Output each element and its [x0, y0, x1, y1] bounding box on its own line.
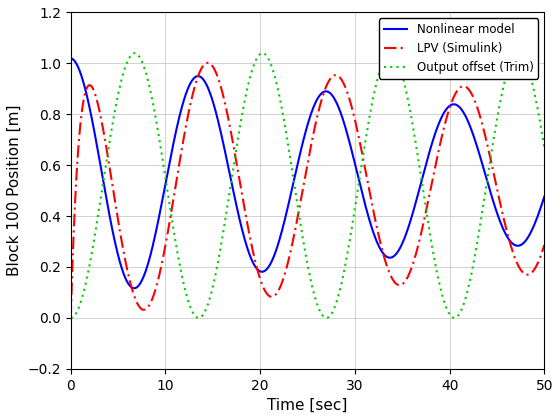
- Output offset (Trim): [153, 121, 160, 126]
- Output offset (Trim): [457, 310, 464, 315]
- Nonlinear model: [421, 168, 427, 173]
- Nonlinear model: [541, 194, 548, 199]
- Nonlinear model: [130, 286, 137, 291]
- LPV (Simulink): [375, 234, 382, 239]
- Line: Nonlinear model: Nonlinear model: [71, 58, 544, 288]
- Nonlinear model: [352, 161, 358, 166]
- LPV (Simulink): [541, 242, 548, 247]
- Nonlinear model: [375, 244, 382, 249]
- Nonlinear model: [249, 257, 255, 262]
- Output offset (Trim): [515, 51, 521, 56]
- LPV (Simulink): [457, 85, 464, 90]
- Output offset (Trim): [67, 315, 74, 320]
- Output offset (Trim): [375, 72, 382, 77]
- LPV (Simulink): [204, 60, 211, 66]
- LPV (Simulink): [67, 315, 74, 320]
- Nonlinear model: [457, 105, 464, 110]
- LPV (Simulink): [352, 117, 358, 122]
- Output offset (Trim): [248, 69, 255, 74]
- LPV (Simulink): [421, 217, 427, 222]
- Output offset (Trim): [421, 194, 427, 199]
- X-axis label: Time [sec]: Time [sec]: [267, 398, 348, 413]
- Line: LPV (Simulink): LPV (Simulink): [71, 63, 544, 318]
- LPV (Simulink): [153, 283, 160, 288]
- Line: Output offset (Trim): Output offset (Trim): [71, 53, 544, 318]
- Output offset (Trim): [541, 145, 548, 150]
- Y-axis label: Block 100 Position [m]: Block 100 Position [m]: [7, 105, 22, 276]
- LPV (Simulink): [249, 244, 255, 249]
- Nonlinear model: [153, 225, 160, 230]
- Nonlinear model: [67, 56, 74, 61]
- Legend: Nonlinear model, LPV (Simulink), Output offset (Trim): Nonlinear model, LPV (Simulink), Output …: [379, 18, 538, 79]
- Output offset (Trim): [351, 207, 358, 212]
